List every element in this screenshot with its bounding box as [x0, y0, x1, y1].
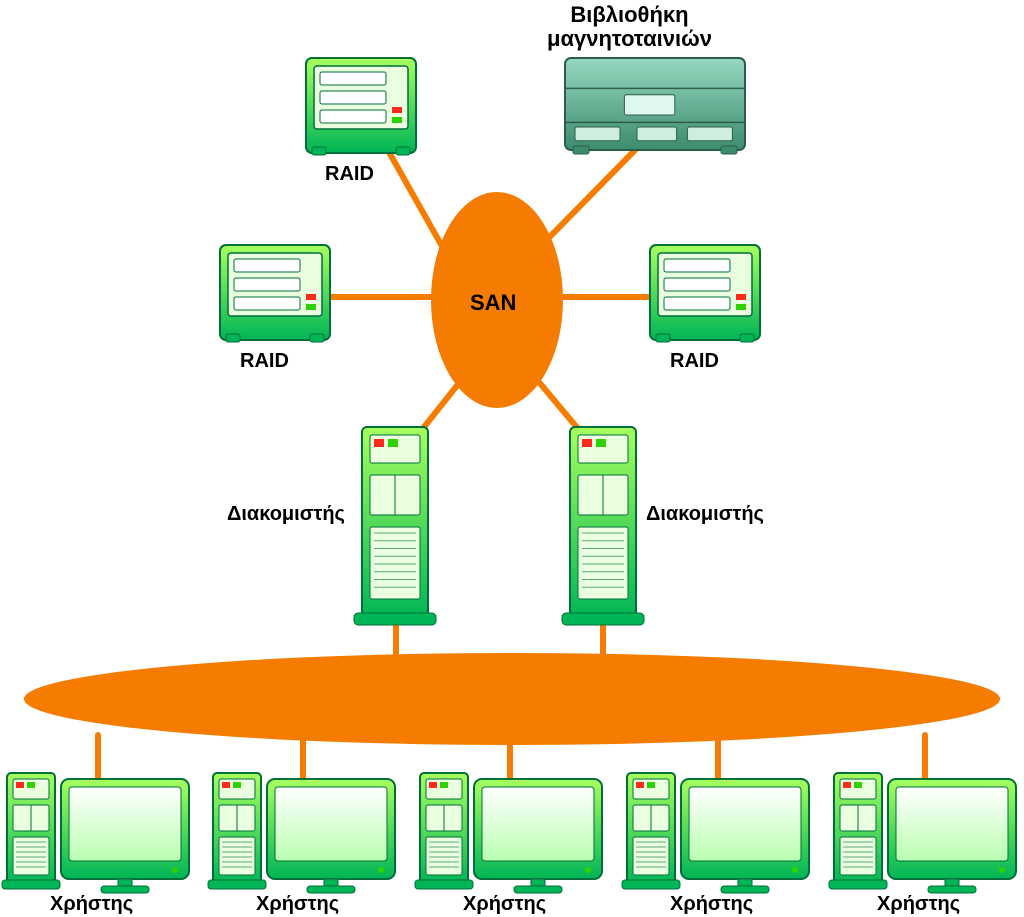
- raid-label: RAID: [240, 350, 289, 373]
- workstation-label: Χρήστης: [463, 893, 546, 916]
- raid-unit: [650, 245, 760, 342]
- workstation: [415, 773, 602, 893]
- workstation: [208, 773, 395, 893]
- workstation-label: Χρήστης: [877, 893, 960, 916]
- workstation: [622, 773, 809, 893]
- workstation-label: Χρήστης: [670, 893, 753, 916]
- workstation: [829, 773, 1016, 893]
- raid-label: RAID: [325, 163, 374, 186]
- tape-library-title: Βιβλιοθήκη μαγνητοταινιών: [547, 3, 712, 51]
- workstation-label: Χρήστης: [256, 893, 339, 916]
- tape-library: [565, 58, 745, 154]
- server-label: Διακομιστής: [646, 503, 764, 526]
- raid-unit: [306, 58, 416, 155]
- raid-unit: [220, 245, 330, 342]
- workstation: [2, 773, 189, 893]
- san-label: SAN: [470, 290, 516, 316]
- workstation-label: Χρήστης: [50, 893, 133, 916]
- lan-bus: [24, 653, 1000, 745]
- server-label: Διακομιστής: [227, 503, 345, 526]
- raid-label: RAID: [670, 350, 719, 373]
- server-tower: [354, 427, 436, 625]
- server-tower: [562, 427, 644, 625]
